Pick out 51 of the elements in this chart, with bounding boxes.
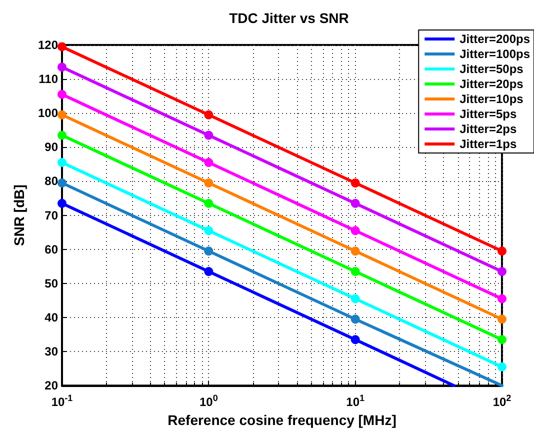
point — [204, 158, 214, 168]
point — [204, 130, 214, 140]
point — [350, 294, 360, 304]
legend-label: Jitter=10ps — [460, 92, 524, 106]
point — [350, 198, 360, 208]
legend-label: Jitter=1ps — [460, 137, 517, 151]
legend-label: Jitter=5ps — [460, 107, 517, 121]
y-tick-label: 110 — [38, 72, 58, 86]
legend-label: Jitter=20ps — [460, 77, 524, 91]
point — [350, 246, 360, 256]
point — [58, 130, 66, 140]
point — [204, 110, 214, 120]
legend-label: Jitter=50ps — [460, 62, 524, 76]
point — [498, 335, 506, 344]
y-tick-label: 20 — [44, 378, 58, 393]
y-tick-label: 50 — [44, 276, 58, 290]
chart-title: TDC Jitter vs SNR — [229, 10, 349, 26]
point — [498, 267, 506, 276]
point — [58, 62, 66, 72]
point — [58, 178, 66, 188]
y-tick-label: 120 — [38, 38, 58, 52]
point — [204, 198, 214, 208]
point — [350, 267, 360, 276]
legend-label: Jitter=100ps — [460, 47, 530, 61]
point — [204, 246, 214, 256]
y-tick-label: 90 — [44, 140, 58, 154]
point — [204, 267, 214, 276]
y-tick-label: 40 — [44, 310, 58, 324]
x-axis-title: Reference cosine frequency [MHz] — [168, 412, 396, 428]
point — [350, 226, 360, 236]
y-tick-label: 60 — [44, 242, 58, 256]
point — [58, 158, 66, 168]
point — [498, 294, 506, 304]
point — [204, 178, 214, 188]
legend-label: Jitter=2ps — [460, 122, 517, 136]
point — [58, 110, 66, 120]
point — [350, 335, 360, 344]
legend-label: Jitter=200ps — [460, 32, 530, 46]
y-tick-label: 80 — [44, 174, 58, 188]
point — [58, 198, 66, 208]
point — [498, 246, 506, 256]
point — [498, 362, 506, 372]
y-axis-title: SNR [dB] — [11, 184, 27, 246]
y-tick-label: 100 — [38, 106, 58, 120]
point — [58, 90, 66, 99]
point — [204, 226, 214, 236]
y-tick-label: 70 — [44, 208, 58, 222]
point — [350, 314, 360, 324]
point — [350, 178, 360, 188]
point — [498, 314, 506, 324]
y-tick-label: 30 — [44, 344, 58, 359]
